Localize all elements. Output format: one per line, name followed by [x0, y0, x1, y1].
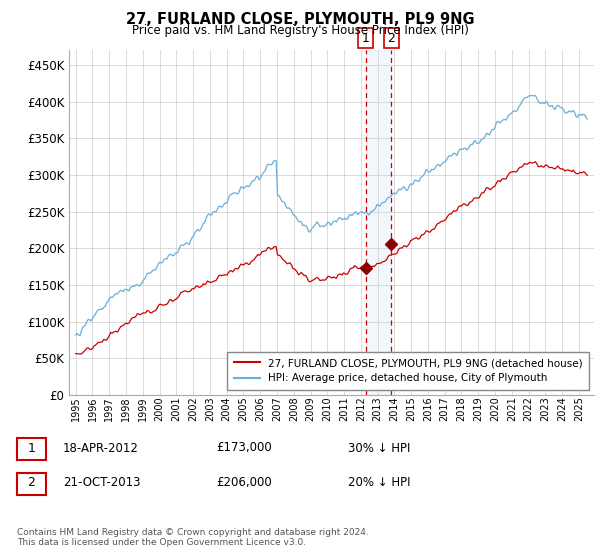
- Bar: [366, 50, 391, 395]
- Text: 2: 2: [27, 476, 35, 489]
- Text: 1: 1: [27, 441, 35, 455]
- Text: 21-OCT-2013: 21-OCT-2013: [63, 476, 140, 489]
- Text: 27, FURLAND CLOSE, PLYMOUTH, PL9 9NG: 27, FURLAND CLOSE, PLYMOUTH, PL9 9NG: [125, 12, 475, 27]
- Text: 20% ↓ HPI: 20% ↓ HPI: [348, 476, 410, 489]
- Text: 1: 1: [362, 31, 370, 45]
- Text: 30% ↓ HPI: 30% ↓ HPI: [348, 441, 410, 455]
- Text: £206,000: £206,000: [216, 476, 272, 489]
- Text: 2: 2: [387, 31, 395, 45]
- Text: 18-APR-2012: 18-APR-2012: [63, 441, 139, 455]
- Text: Price paid vs. HM Land Registry's House Price Index (HPI): Price paid vs. HM Land Registry's House …: [131, 24, 469, 36]
- Text: Contains HM Land Registry data © Crown copyright and database right 2024.
This d: Contains HM Land Registry data © Crown c…: [17, 528, 368, 547]
- Legend: 27, FURLAND CLOSE, PLYMOUTH, PL9 9NG (detached house), HPI: Average price, detac: 27, FURLAND CLOSE, PLYMOUTH, PL9 9NG (de…: [227, 352, 589, 390]
- Text: £173,000: £173,000: [216, 441, 272, 455]
